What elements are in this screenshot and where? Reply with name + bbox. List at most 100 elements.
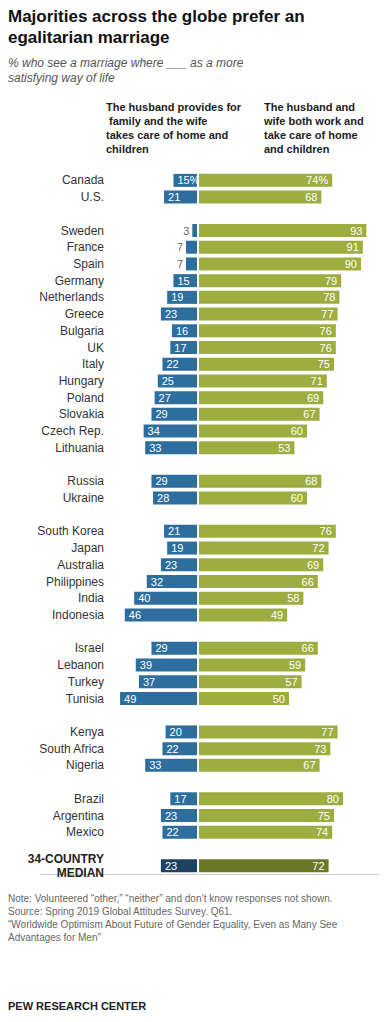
svg-text:50: 50 [273,693,285,705]
svg-text:MEDIAN: MEDIAN [57,866,104,880]
svg-text:58: 58 [287,592,299,604]
svg-text:India: India [78,591,104,605]
svg-text:Poland: Poland [67,391,104,405]
svg-text:Russia: Russia [67,474,104,488]
svg-text:93: 93 [350,225,362,237]
svg-text:22: 22 [166,826,178,838]
svg-text:32: 32 [151,576,163,588]
svg-text:The husband and: The husband and [264,101,358,113]
svg-text:73: 73 [314,743,326,755]
svg-text:29: 29 [155,475,167,487]
svg-text:29: 29 [155,642,167,654]
svg-text:34-COUNTRY: 34-COUNTRY [28,852,104,866]
svg-text:Advantages for Men”: Advantages for Men” [8,932,101,943]
svg-text:76: 76 [320,325,332,337]
svg-text:29: 29 [155,408,167,420]
svg-text:children: children [106,143,149,155]
svg-text:UK: UK [87,341,104,355]
svg-text:21: 21 [168,525,180,537]
svg-text:23: 23 [165,308,177,320]
svg-text:72: 72 [312,860,324,872]
svg-text:France: France [67,240,105,254]
svg-text:Australia: Australia [57,558,104,572]
svg-text:Spain: Spain [73,257,104,271]
svg-text:3: 3 [183,225,189,237]
svg-text:The husband provides for: The husband provides for [106,101,242,113]
svg-text:Netherlands: Netherlands [39,290,104,304]
svg-text:60: 60 [291,492,303,504]
svg-text:Ukraine: Ukraine [63,491,105,505]
svg-text:91: 91 [347,241,359,253]
svg-text:27: 27 [159,392,171,404]
svg-text:23: 23 [165,860,177,872]
svg-text:and children: and children [264,143,330,155]
svg-text:69: 69 [307,559,319,571]
svg-text:Brazil: Brazil [74,792,104,806]
svg-text:Israel: Israel [75,641,104,655]
svg-text:16: 16 [176,325,188,337]
svg-text:take care of home: take care of home [264,129,361,141]
svg-text:Hungary: Hungary [59,374,104,388]
svg-text:Sweden: Sweden [61,224,104,238]
svg-text:79: 79 [325,275,337,287]
svg-text:37: 37 [143,676,155,688]
svg-text:53: 53 [278,442,290,454]
svg-text:Slovakia: Slovakia [59,407,105,421]
svg-text:17: 17 [174,342,186,354]
svg-text:46: 46 [129,609,141,621]
svg-text:South Korea: South Korea [37,524,104,538]
svg-text:77: 77 [321,308,333,320]
svg-text:90: 90 [345,258,357,270]
svg-text:U.S.: U.S. [81,190,104,204]
svg-text:22: 22 [166,358,178,370]
svg-text:Czech Rep.: Czech Rep. [41,424,104,438]
svg-text:Indonesia: Indonesia [52,608,104,622]
svg-text:satisfying way of life: satisfying way of life [8,71,115,85]
svg-text:Mexico: Mexico [66,825,104,839]
svg-text:Source: Spring 2019 Global Att: Source: Spring 2019 Global Attitudes Sur… [8,906,232,917]
svg-text:49: 49 [124,693,136,705]
svg-text:74: 74 [316,826,328,838]
svg-text:80: 80 [327,793,339,805]
svg-text:South Africa: South Africa [39,742,104,756]
svg-text:Lithuania: Lithuania [55,441,104,455]
svg-text:19: 19 [171,542,183,554]
svg-text:22: 22 [166,743,178,755]
svg-text:76: 76 [320,525,332,537]
svg-text:Germany: Germany [55,274,104,288]
svg-text:77: 77 [321,726,333,738]
svg-text:33: 33 [149,759,161,771]
svg-text:Kenya: Kenya [70,725,104,739]
svg-text:75: 75 [318,810,330,822]
svg-text:49: 49 [271,609,283,621]
svg-text:% who see a marriage where ___: % who see a marriage where ___ as a more [8,56,247,70]
svg-text:20: 20 [170,726,182,738]
svg-text:71: 71 [311,375,323,387]
svg-text:59: 59 [289,659,301,671]
svg-text:Philippines: Philippines [46,575,104,589]
svg-text:Italy: Italy [82,357,104,371]
svg-text:7: 7 [177,258,183,270]
svg-text:Nigeria: Nigeria [66,758,104,772]
svg-text:15%: 15% [177,174,199,186]
svg-text:Lebanon: Lebanon [57,658,104,672]
svg-text:Greece: Greece [65,307,105,321]
svg-text:Canada: Canada [62,173,104,187]
svg-text:68: 68 [305,475,317,487]
svg-text:40: 40 [138,592,150,604]
svg-text:Majorities across the globe pr: Majorities across the globe prefer an [8,7,309,26]
svg-text:78: 78 [323,291,335,303]
svg-text:Argentina: Argentina [53,809,105,823]
svg-text:21: 21 [168,191,180,203]
svg-text:66: 66 [302,576,314,588]
svg-text:Japan: Japan [71,541,104,555]
svg-text:Tunisia: Tunisia [66,692,105,706]
svg-text:19: 19 [171,291,183,303]
svg-text:15: 15 [177,275,189,287]
svg-text:75: 75 [318,358,330,370]
svg-text:takes care of home and: takes care of home and [106,129,231,141]
svg-text:wife both work and: wife both work and [263,115,367,127]
svg-text:33: 33 [149,442,161,454]
svg-text:39: 39 [140,659,152,671]
svg-text:Bulgaria: Bulgaria [60,324,104,338]
